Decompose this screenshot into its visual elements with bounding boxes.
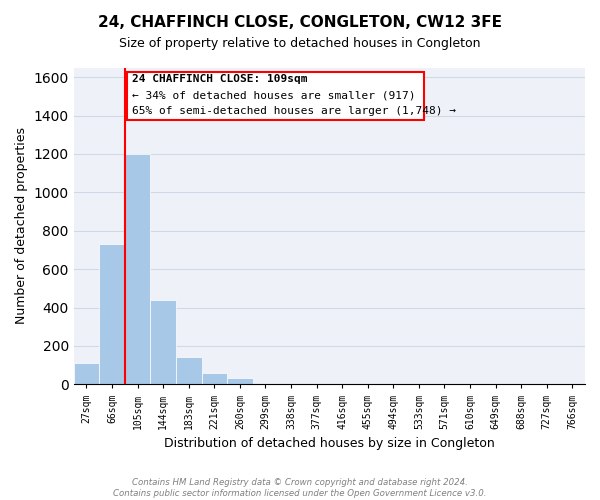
Text: 24 CHAFFINCH CLOSE: 109sqm: 24 CHAFFINCH CLOSE: 109sqm	[133, 74, 308, 84]
Bar	[202, 373, 227, 384]
Bar	[125, 154, 151, 384]
Text: Contains HM Land Registry data © Crown copyright and database right 2024.
Contai: Contains HM Land Registry data © Crown c…	[113, 478, 487, 498]
Bar	[74, 364, 99, 384]
Bar	[227, 378, 253, 384]
Text: 24, CHAFFINCH CLOSE, CONGLETON, CW12 3FE: 24, CHAFFINCH CLOSE, CONGLETON, CW12 3FE	[98, 15, 502, 30]
Text: ← 34% of detached houses are smaller (917): ← 34% of detached houses are smaller (91…	[133, 90, 416, 100]
X-axis label: Distribution of detached houses by size in Congleton: Distribution of detached houses by size …	[164, 437, 495, 450]
Text: Size of property relative to detached houses in Congleton: Size of property relative to detached ho…	[119, 38, 481, 51]
Y-axis label: Number of detached properties: Number of detached properties	[15, 128, 28, 324]
Bar	[151, 300, 176, 384]
Bar	[176, 356, 202, 384]
FancyBboxPatch shape	[127, 72, 424, 120]
Bar	[99, 244, 125, 384]
Text: 65% of semi-detached houses are larger (1,748) →: 65% of semi-detached houses are larger (…	[133, 106, 457, 116]
